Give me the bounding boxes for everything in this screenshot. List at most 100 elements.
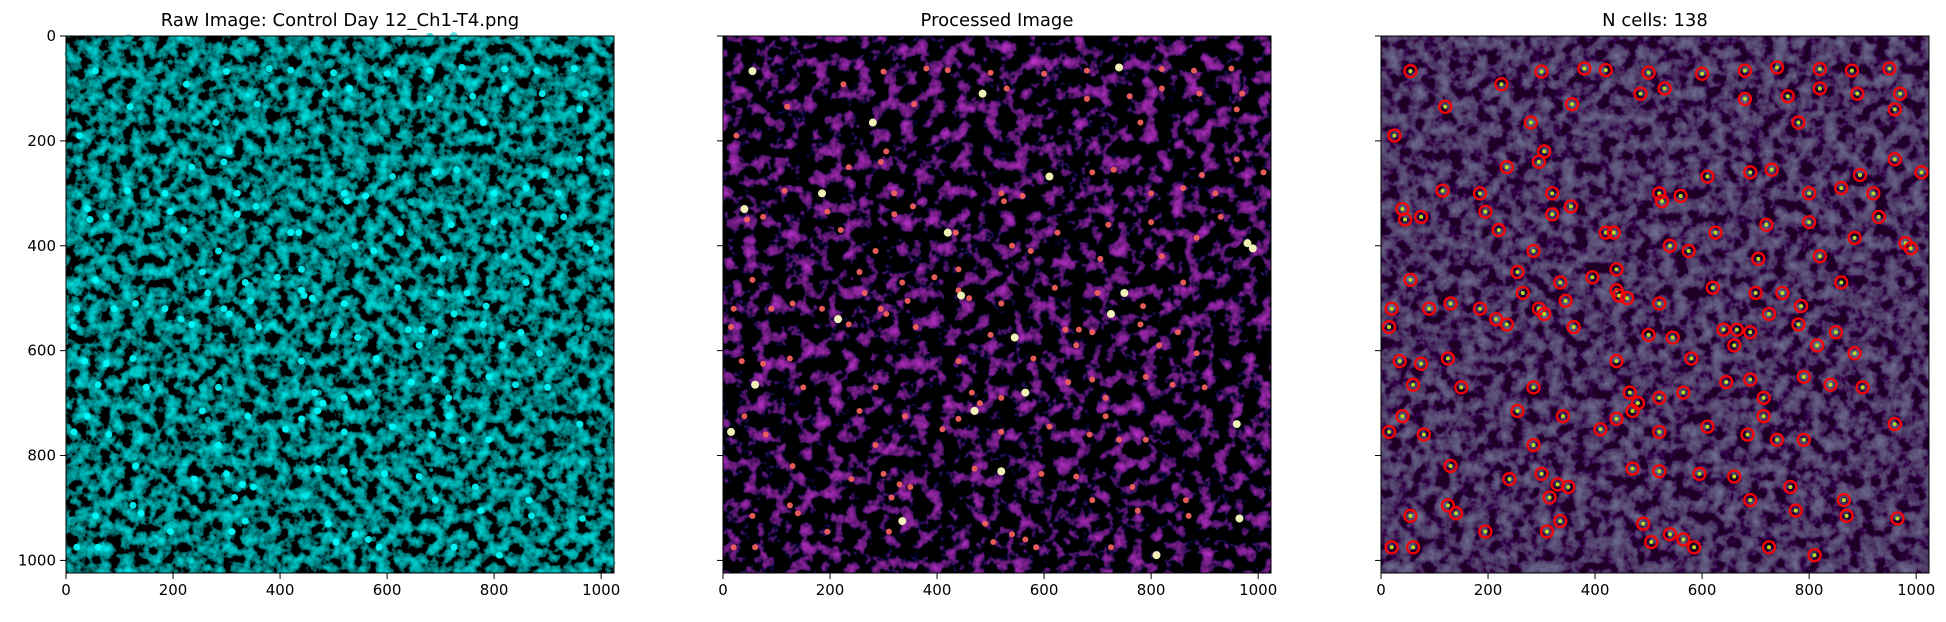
raw-spot <box>508 92 517 101</box>
cell-center <box>1839 186 1844 191</box>
raw-cell-spot <box>330 331 338 339</box>
raw-spot <box>86 552 94 559</box>
raw-spot <box>513 187 522 196</box>
raw-spot <box>141 73 147 80</box>
cell-center <box>1839 280 1844 285</box>
cell-center <box>1705 174 1710 179</box>
processed-cell-spot <box>1228 65 1235 72</box>
processed-cell-spot <box>990 539 997 546</box>
cell-marker <box>1719 375 1734 390</box>
raw-spot <box>106 71 115 80</box>
processed-cell-spot <box>1142 373 1149 380</box>
raw-spot <box>523 167 530 174</box>
raw-spot <box>385 185 393 193</box>
raw-spot <box>500 306 509 314</box>
panel-raw-title: Raw Image: Control Day 12_Ch1-T4.png <box>161 10 519 31</box>
raw-spot <box>181 52 187 58</box>
processed-cell-spot <box>952 229 959 236</box>
cell-center <box>1710 285 1715 290</box>
cell-marker <box>1834 275 1849 290</box>
raw-spot <box>294 119 301 126</box>
raw-cell-spot <box>477 507 485 515</box>
raw-cell-spot <box>244 412 252 420</box>
cell-marker <box>1593 422 1608 437</box>
raw-cell-spot <box>407 378 415 386</box>
cell-marker <box>1834 180 1849 196</box>
raw-cell-spot <box>437 289 445 297</box>
cell-marker <box>1847 346 1862 361</box>
processed-cell-spot <box>1137 321 1144 328</box>
processed-cell-spot <box>1051 284 1058 291</box>
raw-cell-spot <box>223 68 231 76</box>
raw-cell-spot <box>233 189 241 197</box>
raw-cell-spot <box>346 84 354 92</box>
processed-cell-spot <box>840 81 847 88</box>
raw-spot <box>606 437 614 444</box>
processed-cell-spot <box>1097 255 1104 262</box>
cell-marker <box>1563 199 1579 214</box>
raw-spot <box>609 204 615 210</box>
raw-cell-spot <box>522 184 530 192</box>
cell-center <box>1742 68 1747 73</box>
cell-center <box>1614 416 1619 421</box>
cell-marker <box>1472 186 1488 201</box>
processed-cell-spot <box>1021 388 1030 397</box>
processed-cell-spot <box>845 321 852 328</box>
processed-cell-spot <box>1169 381 1176 388</box>
processed-cell-spot <box>730 305 737 312</box>
raw-spot <box>536 548 544 556</box>
raw-cell-spot <box>73 543 81 551</box>
raw-spot <box>150 511 156 517</box>
cell-center <box>1387 429 1392 434</box>
cell-marker <box>1526 380 1541 395</box>
raw-spot <box>189 341 198 351</box>
cell-center <box>1504 165 1509 170</box>
cell-marker <box>1737 91 1753 107</box>
raw-spot <box>74 217 80 223</box>
raw-cell-spot <box>469 92 477 100</box>
raw-spot <box>477 184 486 192</box>
raw-cell-spot <box>161 189 169 197</box>
processed-cell-spot <box>1158 85 1165 92</box>
cell-marker <box>1555 409 1571 424</box>
raw-spot <box>598 464 607 474</box>
raw-cell-spot <box>70 428 78 436</box>
cell-center <box>1539 69 1544 74</box>
raw-spot <box>115 492 125 502</box>
x-tick-label: 800 <box>1795 581 1824 599</box>
processed-cell-spot <box>1233 156 1240 163</box>
cell-marker <box>1422 301 1437 316</box>
cell-center <box>1571 325 1576 330</box>
raw-spot <box>564 461 573 469</box>
cell-center <box>1389 545 1394 550</box>
cell-marker <box>1598 225 1613 240</box>
raw-spot <box>231 384 236 389</box>
raw-cell-spot <box>166 208 174 216</box>
processed-cell-spot <box>845 164 852 171</box>
cell-center <box>1544 529 1549 534</box>
raw-spot <box>219 333 224 339</box>
cell-marker <box>1403 508 1418 523</box>
raw-spot <box>378 188 385 195</box>
cell-center <box>1892 157 1897 162</box>
raw-spot <box>152 541 158 547</box>
cell-center <box>1555 482 1560 487</box>
raw-spot <box>261 271 267 277</box>
raw-spot <box>444 199 452 207</box>
raw-spot <box>512 199 521 208</box>
cell-center <box>1638 91 1643 96</box>
processed-cell-spot <box>848 476 855 483</box>
raw-cell-spot <box>394 284 402 292</box>
cell-center <box>1630 466 1635 471</box>
processed-cell-spot <box>1201 384 1208 391</box>
processed-cell-spot <box>907 483 914 490</box>
raw-cell-spot <box>586 239 594 247</box>
raw-spot <box>583 324 591 332</box>
raw-spot <box>314 418 323 427</box>
raw-spot <box>472 491 478 497</box>
raw-spot <box>199 210 206 218</box>
cell-marker <box>1609 354 1624 369</box>
cell-center <box>1796 322 1801 327</box>
cell-center <box>1697 471 1702 476</box>
cell-marker <box>1823 377 1838 392</box>
